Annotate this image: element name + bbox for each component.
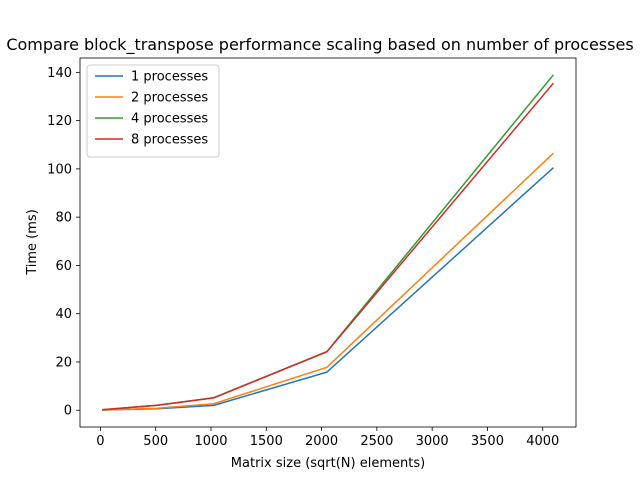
- y-tick-label: 140: [47, 66, 72, 81]
- series-line-2: [102, 152, 554, 411]
- x-tick-label: 3000: [416, 434, 449, 449]
- y-tick-label: 20: [55, 355, 72, 370]
- y-tick-label: 100: [47, 162, 72, 177]
- x-tick-label: 500: [143, 434, 168, 449]
- legend-label: 2 processes: [131, 91, 208, 106]
- y-tick-label: 0: [64, 404, 72, 419]
- x-tick-label: 3500: [471, 434, 504, 449]
- y-axis-label: Time (ms): [25, 209, 40, 276]
- x-tick-label: 4000: [526, 434, 559, 449]
- legend: 1 processes 2 processes 4 processes 8 proce…: [86, 64, 220, 158]
- y-tick-label: 60: [55, 259, 72, 274]
- x-tick-label: 1500: [250, 434, 283, 449]
- plot-area: [79, 57, 577, 428]
- series-line-4: [102, 82, 554, 411]
- x-tick-label: 2500: [360, 434, 393, 449]
- y-axis-ticks: 0 20 40 60 80 100 120 140: [47, 66, 80, 419]
- x-tick-label: 1000: [194, 434, 227, 449]
- y-tick-label: 120: [47, 114, 72, 129]
- series-line-1: [102, 167, 554, 411]
- chart-title: Compare block_transpose performance scal…: [6, 35, 633, 55]
- series-lines: [102, 74, 554, 411]
- legend-label: 8 processes: [131, 133, 208, 148]
- x-tick-label: 0: [96, 434, 104, 449]
- legend-box: [86, 64, 220, 158]
- x-tick-label: 2000: [305, 434, 338, 449]
- x-axis-ticks: 0 500 1000 1500 2000 2500 3000 3500 4000: [96, 427, 559, 449]
- y-tick-label: 40: [55, 307, 72, 322]
- x-axis-label: Matrix size (sqrt(N) elements): [231, 456, 425, 471]
- y-tick-label: 80: [55, 211, 72, 226]
- legend-label: 1 processes: [131, 70, 208, 85]
- axes-frame: [79, 57, 577, 428]
- legend-label: 4 processes: [131, 112, 208, 127]
